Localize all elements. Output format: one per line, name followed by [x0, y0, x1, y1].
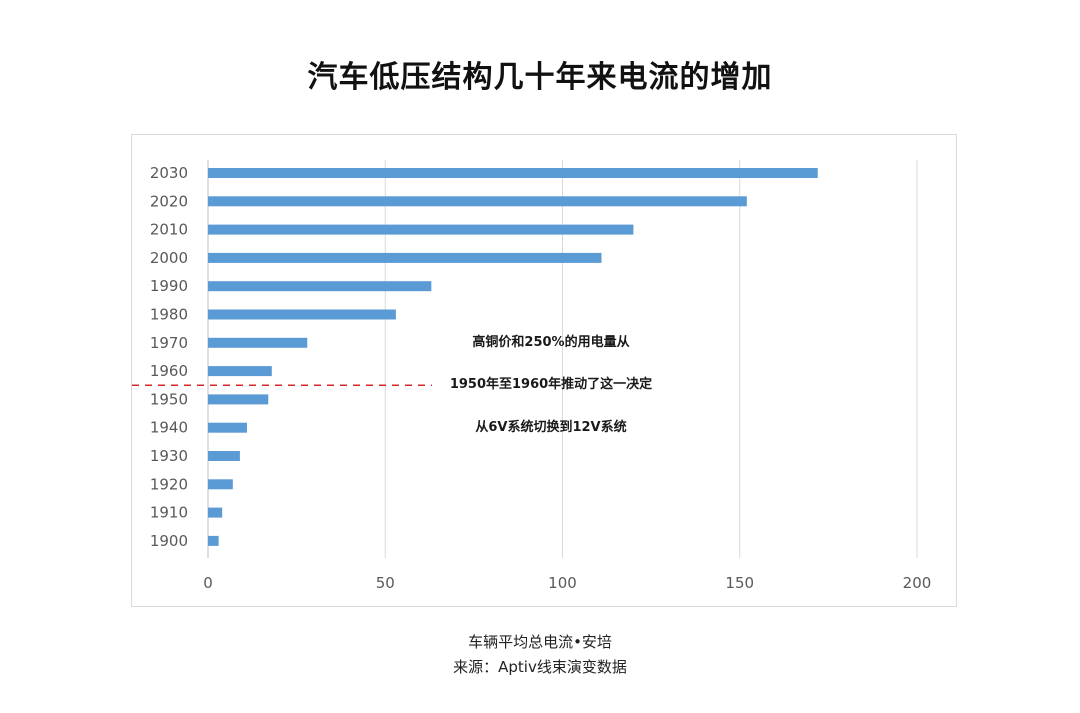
bar-2010 — [208, 224, 634, 235]
caption-source: 来源：Aptiv线束演变数据 — [453, 658, 627, 676]
bar-1900 — [208, 535, 219, 546]
y-tick-label-1970: 1970 — [150, 334, 188, 352]
y-tick-label-2030: 2030 — [150, 164, 188, 182]
bar-1980 — [208, 309, 396, 320]
y-tick-label-1900: 1900 — [150, 532, 188, 550]
chart-title: 汽车低压结构几十年来电流的增加 — [307, 60, 773, 95]
y-tick-label-1940: 1940 — [150, 419, 188, 437]
caption-unit: 车辆平均总电流•安培 — [468, 633, 612, 651]
annotation-line-1: 高铜价和250%的用电量从 — [472, 334, 629, 350]
x-tick-label-150: 150 — [725, 574, 754, 592]
bar-1930 — [208, 451, 240, 461]
x-tick-label-100: 100 — [548, 574, 577, 592]
y-tick-label-1950: 1950 — [150, 390, 188, 408]
x-tick-label-200: 200 — [903, 574, 932, 592]
bars — [208, 168, 818, 546]
bar-2000 — [208, 252, 602, 263]
y-tick-label-1980: 1980 — [150, 306, 188, 324]
bar-1950 — [208, 394, 269, 405]
bar-2020 — [208, 196, 747, 207]
y-tick-label-1990: 1990 — [150, 277, 188, 295]
y-tick-label-1920: 1920 — [150, 475, 188, 493]
gridlines — [207, 160, 918, 558]
bar-1970 — [208, 337, 308, 348]
bar-1960 — [208, 366, 272, 377]
bar-1990 — [208, 281, 432, 292]
y-tick-label-2000: 2000 — [150, 249, 188, 267]
x-tick-label-0: 0 — [203, 574, 213, 592]
y-tick-label-2010: 2010 — [150, 221, 188, 239]
annotation-line-3: 从6V系统切换到12V系统 — [475, 419, 626, 435]
bar-1940 — [208, 422, 247, 433]
y-tick-label-2020: 2020 — [150, 192, 188, 210]
annotations: 高铜价和250%的用电量从 1950年至1960年推动了这一决定从6V系统切换到1… — [450, 334, 652, 435]
x-axis-labels: 0 50 100 150 200 — [203, 574, 931, 592]
y-axis-labels: 2030 2020 2010 2000 1990 1980 1970 1960 1950 1940… — [150, 164, 188, 550]
x-tick-label-50: 50 — [376, 574, 395, 592]
y-tick-label-1930: 1930 — [150, 447, 188, 465]
bar-1910 — [208, 507, 223, 518]
bar-2030 — [208, 168, 818, 178]
y-tick-label-1910: 1910 — [150, 504, 188, 522]
y-tick-label-1960: 1960 — [150, 362, 188, 380]
bar-1920 — [208, 479, 233, 490]
annotation-line-2: 1950年至1960年推动了这一决定 — [450, 376, 652, 392]
